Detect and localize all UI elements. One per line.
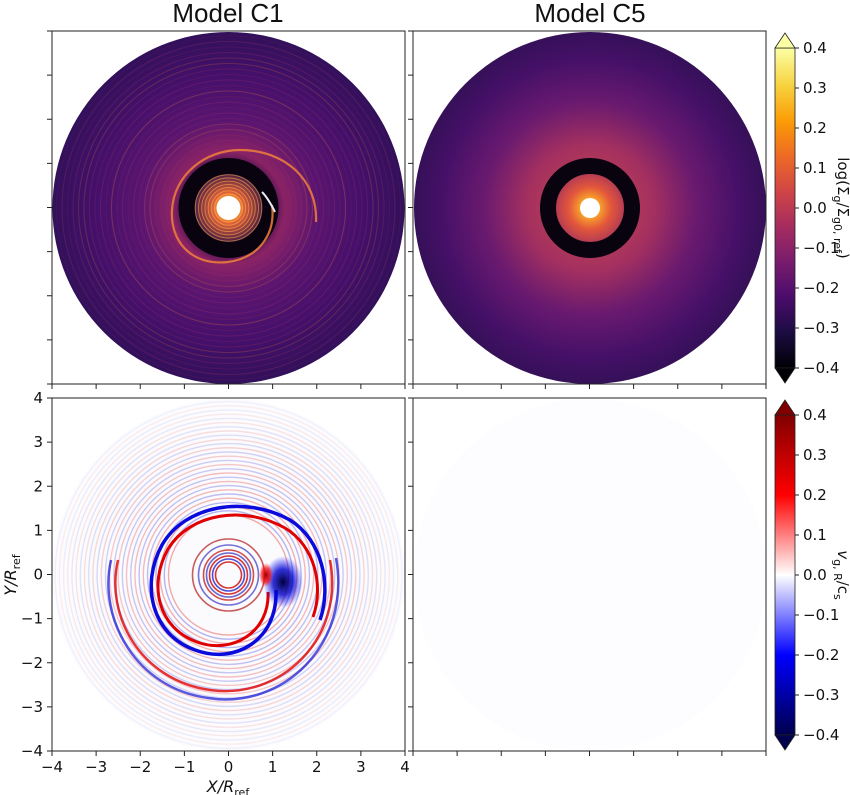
c1-density-ring: [160, 139, 297, 277]
colorbar-tick-label: −0.1: [803, 606, 839, 624]
title-c5: Model C5: [534, 0, 645, 28]
y-tick-label: 2: [33, 477, 43, 495]
y-tick-label: 0: [33, 566, 43, 584]
c1-density-ring: [61, 40, 396, 376]
c1-density-ring: [154, 134, 303, 282]
colorbar-tick-label: −0.1: [803, 239, 839, 257]
colorbar-tick-label: 0.1: [803, 159, 827, 177]
colorbar-tick-label: 0.3: [803, 79, 827, 97]
c1-density-ring: [99, 79, 358, 337]
colorbar-tick-label: −0.4: [803, 726, 839, 744]
c1-density-ring: [88, 68, 369, 348]
c1-density-inner-ring: [198, 177, 259, 239]
panel-c1-velocity: [52, 399, 405, 751]
x-tick-label: 1: [268, 758, 278, 776]
c1-density-ring: [121, 101, 336, 315]
y-tick-label: −3: [21, 698, 43, 716]
c5-velocity-disk: [414, 399, 766, 751]
colorbar-tick-label: 0.1: [803, 526, 827, 544]
y-tick-labels: −4 −3 −2 −1 0 1 2 3 4: [21, 389, 43, 760]
colorbar-tick-label: 0.3: [803, 446, 827, 464]
c1-density-core: [216, 196, 241, 220]
c1-density-ring: [143, 123, 314, 293]
c1-density-ring: [138, 117, 319, 299]
colorbar-density-extend-top: [774, 32, 796, 49]
panel-c5-velocity: [414, 399, 766, 751]
x-tick-label: −3: [85, 758, 107, 776]
c5-density-core: [580, 198, 600, 218]
c1-density-inner-ring: [210, 190, 247, 226]
c1-density-spiral-arm: [170, 148, 318, 264]
c1-density-fine-rings: [55, 35, 402, 381]
y-tick-label: 1: [33, 521, 43, 539]
x-tick-label: −2: [129, 758, 151, 776]
c1-density-ring: [110, 90, 347, 326]
colorbar-tick-label: −0.3: [803, 319, 839, 337]
title-c1: Model C1: [172, 0, 283, 28]
colorbar-velocity: 0.4 0.3 0.2 0.1 0.0 −0.1 −0.2 −0.3 −0.4 vg, R/cs: [774, 399, 850, 751]
colorbar-tick-label: −0.2: [803, 279, 839, 297]
colorbar-tick-label: −0.3: [803, 686, 839, 704]
panel-c1-density: [52, 32, 405, 384]
colorbar-velocity-extend-bottom: [774, 734, 796, 751]
colorbar-density-ticks: 0.4 0.3 0.2 0.1 0.0 −0.1 −0.2 −0.3 −0.4: [795, 39, 839, 377]
y-tick-label: 3: [33, 433, 43, 451]
colorbar-density-label: log(Σg/Σg0, ref): [831, 157, 850, 258]
colorbar-tick-label: 0.0: [803, 199, 827, 217]
colorbar-velocity-body: [774, 414, 796, 736]
colorbar-velocity-ticks: 0.4 0.3 0.2 0.1 0.0 −0.1 −0.2 −0.3 −0.4: [795, 406, 839, 744]
c1-density-inner-ring: [214, 193, 243, 223]
c1-density-ring: [116, 95, 341, 321]
colorbar-tick-label: 0.2: [803, 119, 827, 137]
c1-density-planet-wake: [261, 191, 276, 213]
c5-density-gap: [540, 158, 640, 258]
c1-density-inner-ring: [194, 174, 263, 242]
c1-density-inner-ring: [204, 183, 253, 233]
c1-density-ring: [149, 128, 308, 288]
x-tick-label: −1: [173, 758, 195, 776]
c1-density-ring: [55, 35, 402, 381]
colorbar-tick-label: −0.2: [803, 646, 839, 664]
y-tick-label: −2: [21, 654, 43, 672]
c1-density-ring: [94, 73, 363, 343]
colorbar-tick-label: 0.4: [803, 39, 827, 57]
c1-density-inner-ring: [201, 180, 256, 236]
x-axis-label: X/Rref: [206, 777, 251, 795]
x-tick-labels: −4 −3 −2 −1 0 1 2 3 4: [41, 758, 410, 776]
x-tick-label: 4: [400, 758, 410, 776]
panel-c5-density: [414, 32, 766, 384]
c1-density-inner-ring: [207, 187, 250, 229]
x-tick-label: 3: [356, 758, 366, 776]
colorbar-density: 0.4 0.3 0.2 0.1 0.0 −0.1 −0.2 −0.3 −0.4 log(Σg/Σ…: [774, 32, 850, 384]
c1-density-ring: [72, 51, 385, 365]
c1-density-ring: [66, 46, 391, 370]
colorbar-tick-label: 0.4: [803, 406, 827, 424]
c1-density-ring: [132, 112, 325, 304]
colorbar-tick-label: 0.2: [803, 486, 827, 504]
colorbar-density-extend-bottom: [774, 367, 796, 384]
x-tick-label: −4: [41, 758, 63, 776]
c1-density-gap: [178, 158, 279, 258]
colorbar-tick-label: 0.0: [803, 566, 827, 584]
c1-density-ring: [77, 57, 380, 359]
y-axis-label: Y/Rref: [1, 553, 23, 595]
x-tick-label: 0: [224, 758, 234, 776]
y-tick-label: 4: [33, 389, 43, 407]
colorbar-velocity-label: vg, R/cs: [831, 550, 850, 600]
colorbar-tick-label: −0.4: [803, 359, 839, 377]
colorbar-density-body: [774, 47, 796, 369]
c1-density-ring: [127, 106, 330, 310]
c1-density-ring: [105, 84, 352, 332]
x-tick-label: 2: [312, 758, 322, 776]
c1-velocity-edge-fade: [52, 399, 405, 751]
y-tick-label: −4: [21, 742, 43, 760]
c1-density-ring: [83, 62, 374, 354]
tick-marks: [47, 30, 767, 756]
colorbar-velocity-extend-top: [774, 399, 796, 416]
y-tick-label: −1: [21, 610, 43, 628]
c1-density-ring: [165, 145, 292, 271]
